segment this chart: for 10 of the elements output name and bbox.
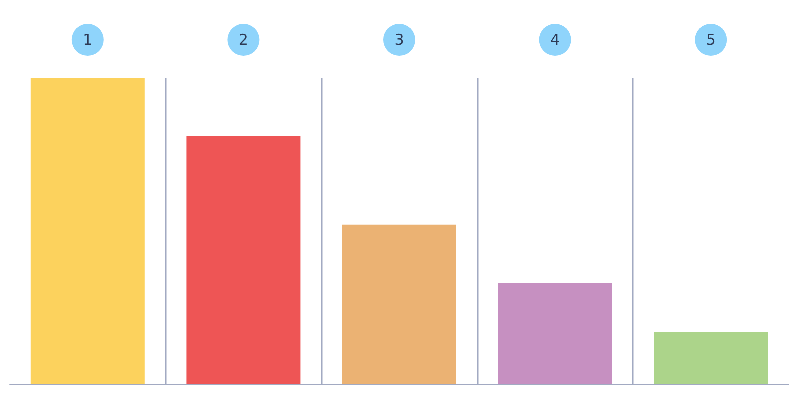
x-tick-label: 2 xyxy=(238,31,248,49)
bar xyxy=(186,136,301,384)
bar xyxy=(30,78,145,384)
x-tick-label: 1 xyxy=(83,31,93,49)
bar xyxy=(498,283,612,384)
bar xyxy=(654,332,768,384)
x-tick-label: 3 xyxy=(394,31,404,49)
x-tick-label: 5 xyxy=(706,31,716,49)
x-tick-label: 4 xyxy=(550,31,560,49)
bar xyxy=(342,224,456,384)
